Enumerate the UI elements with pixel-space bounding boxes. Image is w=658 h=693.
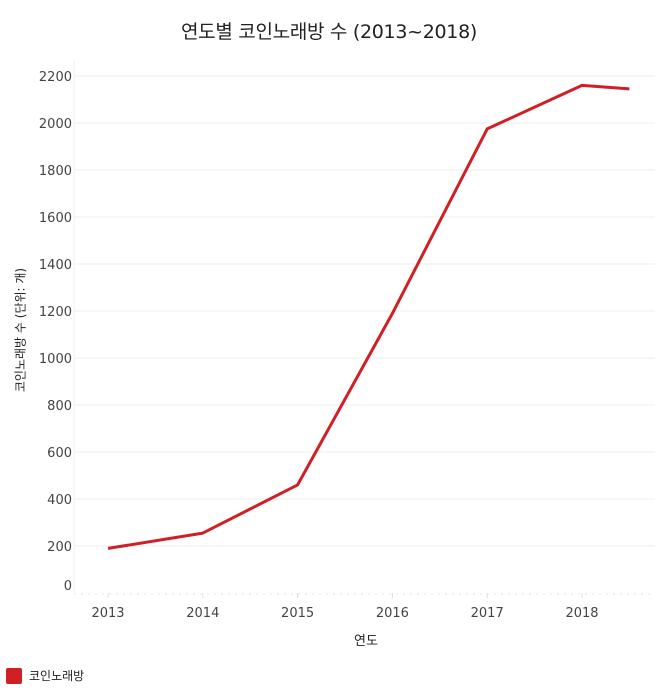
- x-tick-label: 2016: [376, 606, 409, 621]
- x-tick-label: 2017: [471, 606, 504, 621]
- x-axis-title: 연도: [354, 634, 378, 649]
- y-tick-label: 2000: [39, 117, 72, 132]
- x-axis: 2013 2014 2015 2016 2017 2018: [74, 593, 655, 621]
- y-tick-label: 2200: [39, 70, 72, 85]
- gridlines: [73, 60, 655, 593]
- y-tick-label: 1400: [39, 258, 72, 273]
- x-tick-label: 2015: [281, 606, 314, 621]
- x-tick-label: 2013: [91, 606, 124, 621]
- y-axis-ticks: 0 200 400 600 800 1000 1200 1400 1600 1800 2000 220…: [39, 70, 72, 594]
- y-tick-label: 600: [47, 446, 72, 461]
- y-tick-label: 1000: [39, 352, 72, 367]
- legend-label[interactable]: 코인노래방: [29, 669, 85, 683]
- y-tick-label: 800: [47, 399, 72, 414]
- legend: 코인노래방: [6, 667, 84, 684]
- y-tick-label: 1600: [39, 211, 72, 226]
- series-lines: [107, 83, 630, 550]
- series-line[interactable]: [107, 83, 630, 550]
- y-tick-label: 200: [47, 540, 72, 555]
- x-tick-label: 2018: [565, 606, 598, 621]
- chart-title: 연도별 코인노래방 수 (2013~2018): [181, 21, 477, 43]
- y-tick-label: 1200: [39, 305, 72, 320]
- y-tick-label: 0: [64, 579, 72, 594]
- y-tick-label: 400: [47, 493, 72, 508]
- legend-swatch-icon: [6, 667, 22, 684]
- x-tick-label: 2014: [186, 606, 219, 621]
- y-tick-label: 1800: [39, 164, 72, 179]
